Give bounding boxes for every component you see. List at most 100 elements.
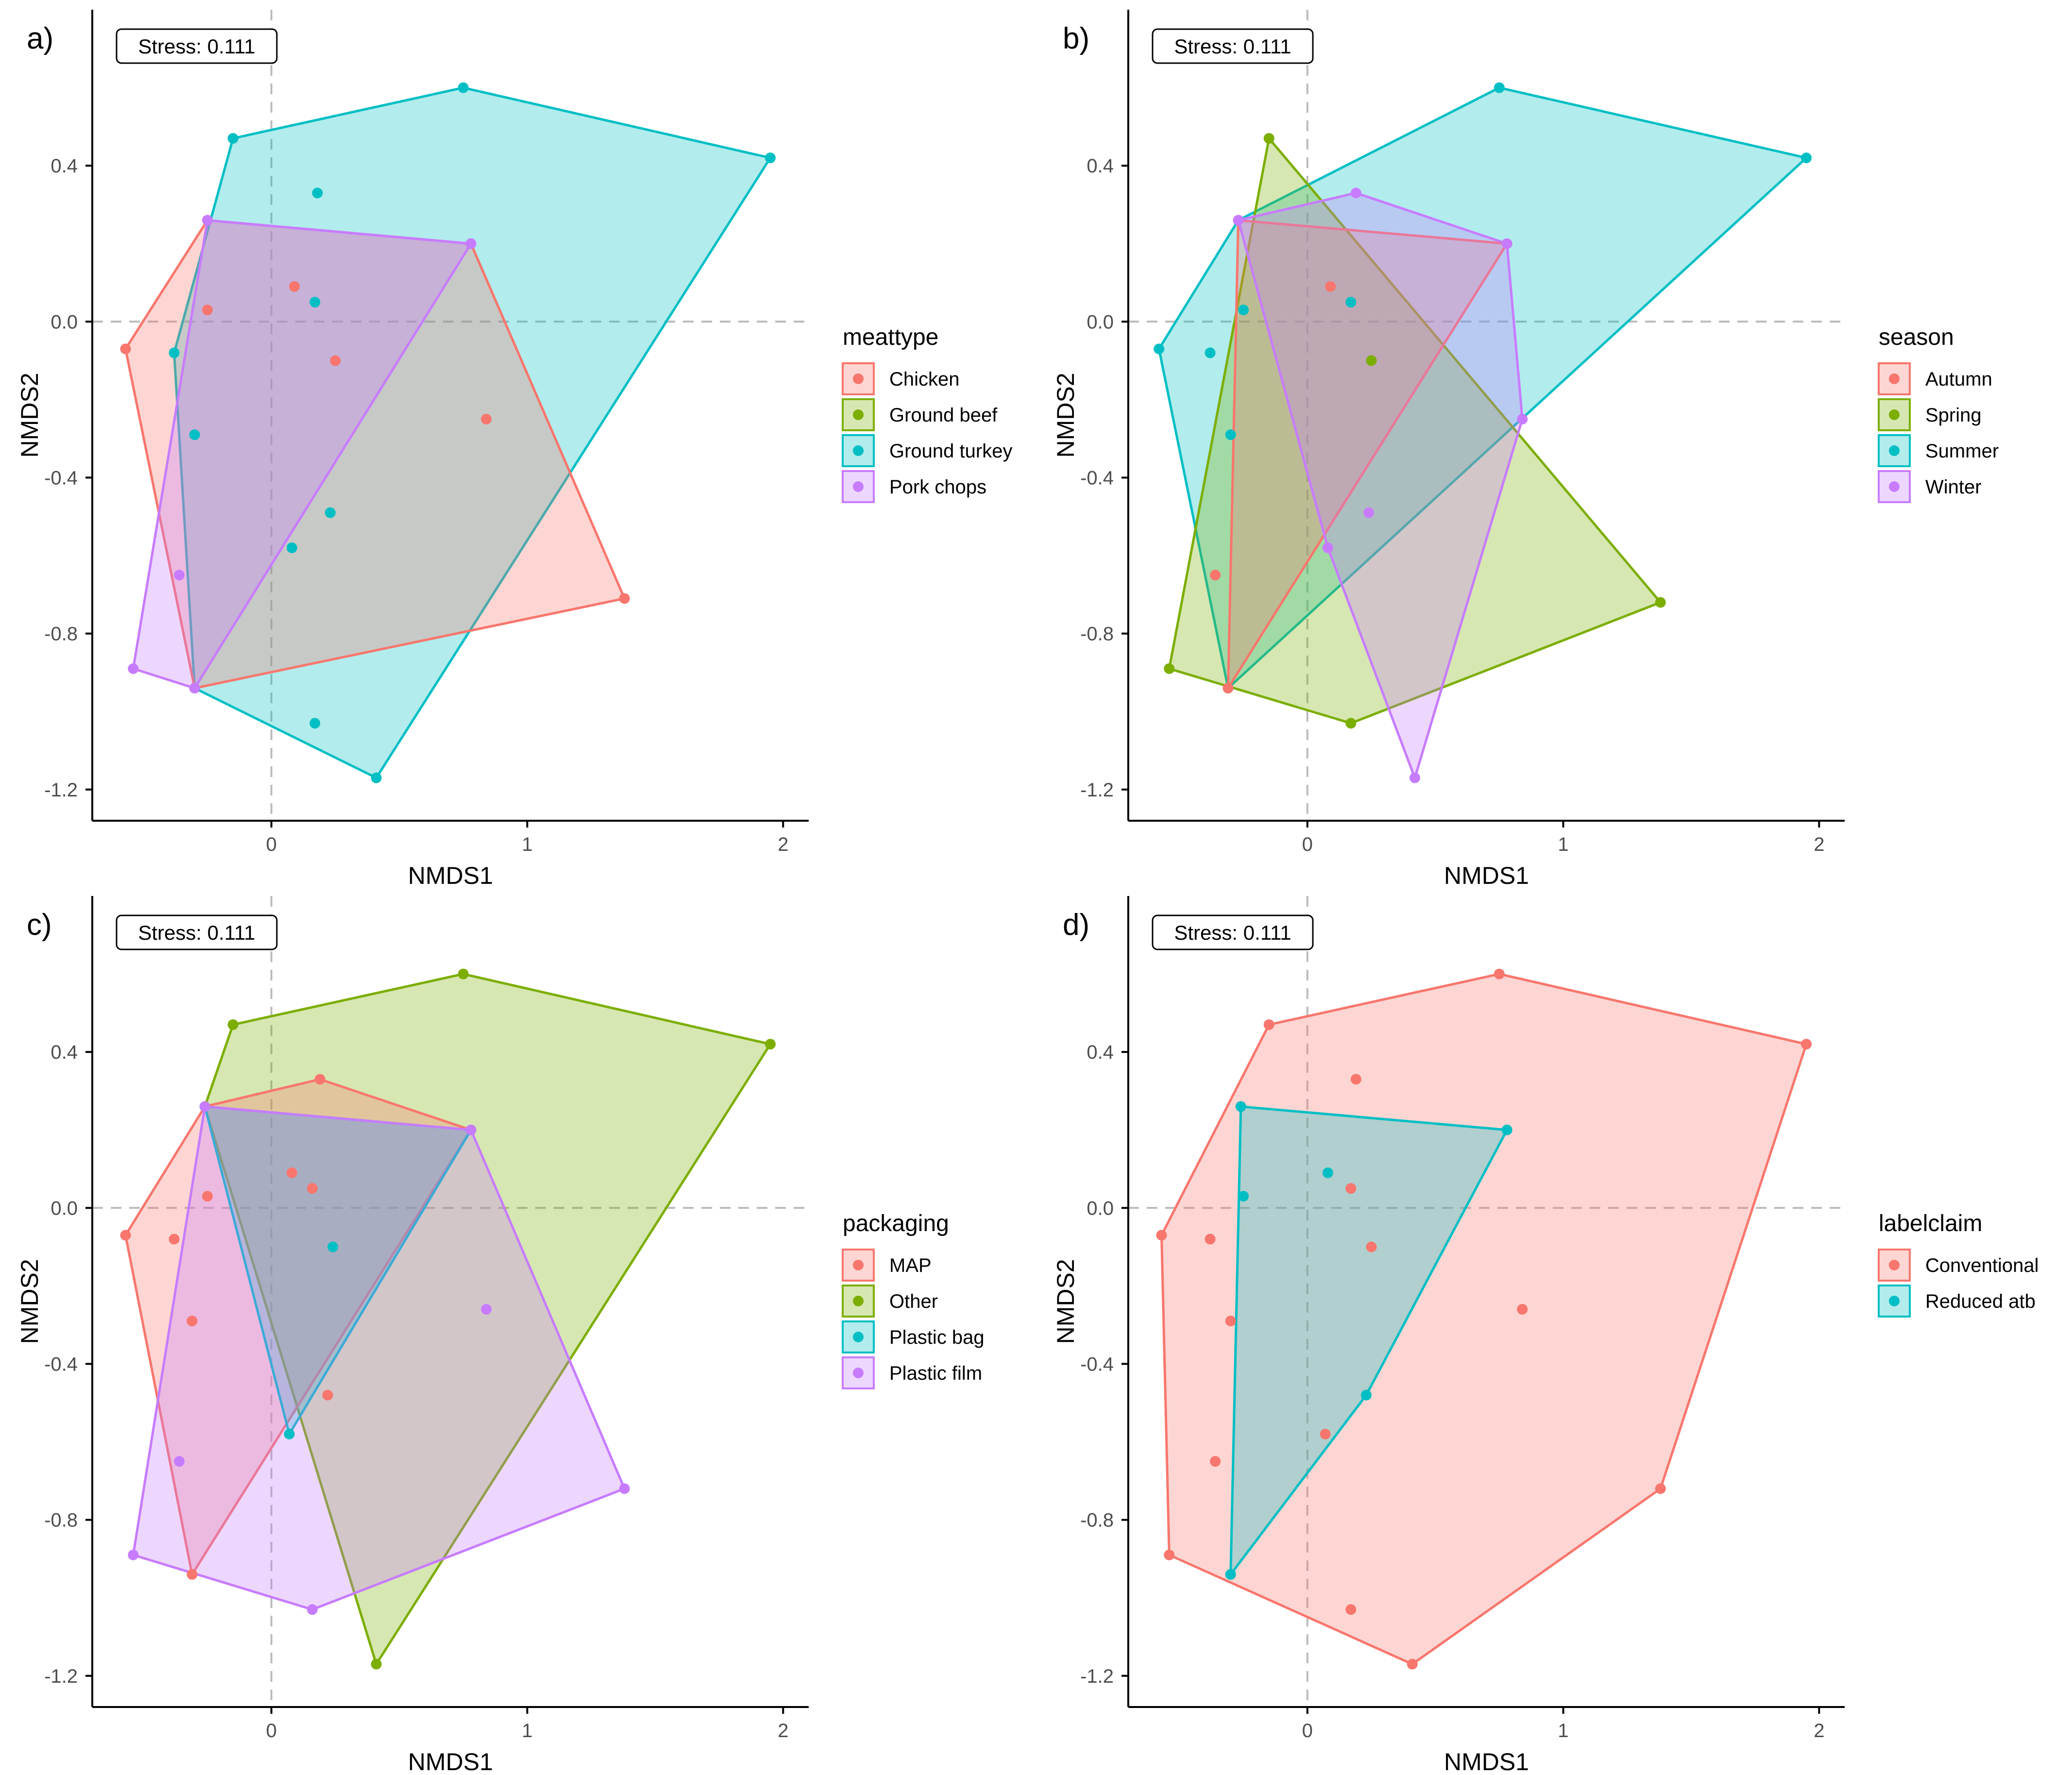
- point-conventional: [1366, 1241, 1377, 1252]
- x-axis-title: NMDS1: [1444, 1748, 1529, 1773]
- y-tick-label: -0.4: [1080, 1353, 1114, 1375]
- point-map: [307, 1183, 318, 1194]
- hull-chicken: [124, 219, 626, 690]
- legend-key-dot: [853, 1332, 864, 1342]
- point-ground-turkey: [309, 718, 321, 729]
- x-tick-label: 1: [1558, 1720, 1568, 1741]
- point-conventional: [1517, 1304, 1528, 1315]
- point-other: [764, 1039, 776, 1050]
- x-tick-label: 1: [1558, 834, 1568, 855]
- legend-label: Spring: [1925, 405, 1982, 426]
- point-summer: [1800, 152, 1812, 164]
- y-tick-label: -0.4: [44, 467, 78, 489]
- y-tick-label: -0.8: [1080, 1510, 1114, 1531]
- hull-plastic-film: [132, 1105, 626, 1611]
- hull-other: [204, 973, 772, 1666]
- point-map: [202, 1191, 213, 1202]
- legend-key-dot: [853, 1368, 864, 1378]
- point-summer: [1494, 82, 1505, 93]
- legend-key-dot: [1889, 1260, 1900, 1270]
- x-tick-label: 1: [522, 1720, 532, 1741]
- point-plastic-film: [199, 1101, 210, 1112]
- legend-key-dot: [853, 445, 864, 456]
- y-tick-label: -0.4: [44, 1353, 78, 1375]
- point-winter: [1233, 215, 1244, 226]
- legend-key-dot: [1889, 445, 1900, 456]
- point-summer: [1345, 297, 1357, 308]
- point-plastic-film: [619, 1483, 630, 1494]
- legend-title: season: [1879, 324, 1954, 350]
- y-tick-label: 0.0: [51, 311, 78, 333]
- x-tick-label: 0: [1302, 1720, 1313, 1741]
- legend-label: Autumn: [1925, 369, 1992, 390]
- legend-label: Pork chops: [889, 476, 986, 498]
- point-conventional: [1263, 1019, 1274, 1030]
- y-tick-label: -1.2: [1080, 1666, 1114, 1687]
- y-axis-title: NMDS2: [1052, 1259, 1079, 1344]
- legend-key-dot: [853, 409, 864, 420]
- point-plastic-film: [128, 1549, 139, 1560]
- legend-key-dot: [853, 1260, 864, 1270]
- legend-entry: Autumn: [1878, 362, 1992, 395]
- legend-key: [842, 1320, 875, 1353]
- legend-key-dot: [853, 373, 864, 384]
- y-tick-label: 0.4: [1087, 1042, 1114, 1063]
- point-chicken: [330, 355, 341, 366]
- point-winter: [1410, 772, 1420, 783]
- point-ground-turkey: [458, 82, 469, 93]
- point-ground-turkey: [227, 133, 238, 144]
- point-plastic-film: [481, 1304, 492, 1315]
- y-tick-label: 0.0: [1087, 1198, 1114, 1219]
- chart-svg: 0.4 0.0 -0.4 -0.8 -1.2 0 1 2 NMDS1 NMDS2 a) Stress:…: [16, 10, 1012, 889]
- legend-label: Winter: [1925, 476, 1982, 498]
- chart-svg: 0.4 0.0 -0.4 -0.8 -1.2 0 1 2 NMDS1 NMDS2 c) Stress:…: [16, 896, 985, 1775]
- legend-key-dot: [853, 1296, 864, 1306]
- point-chicken: [619, 593, 630, 604]
- legend-entry: Summer: [1878, 434, 1999, 467]
- legend: labelclaim Conventional Reduced atb: [1878, 1211, 2039, 1318]
- point-pork-chops: [202, 215, 213, 226]
- point-conventional: [1655, 1483, 1666, 1494]
- point-ground-turkey: [371, 772, 382, 783]
- stress-box: [116, 28, 278, 64]
- point-spring: [1345, 718, 1357, 729]
- legend-label: Plastic bag: [889, 1327, 985, 1348]
- stress-text: Stress: 0.111: [138, 921, 255, 944]
- legend-key-dot: [1889, 373, 1900, 384]
- panel-c: 0.4 0.0 -0.4 -0.8 -1.2 0 1 2 NMDS1 NMDS2 c) Stress:…: [0, 886, 1036, 1775]
- legend-key-dot: [1889, 481, 1900, 492]
- legend-label: Conventional: [1925, 1255, 2039, 1276]
- point-chicken: [202, 304, 213, 316]
- point-reduced-atb: [1501, 1124, 1512, 1135]
- point-conventional: [1205, 1234, 1216, 1245]
- point-conventional: [1800, 1039, 1812, 1050]
- point-map: [120, 1230, 131, 1241]
- y-tick-label: -1.2: [44, 1666, 78, 1687]
- y-tick-label: -1.2: [44, 779, 78, 801]
- point-autumn: [1210, 570, 1221, 581]
- x-tick-label: 2: [778, 834, 788, 855]
- point-map: [187, 1316, 198, 1327]
- point-autumn: [1223, 683, 1234, 694]
- point-plastic-film: [307, 1604, 318, 1615]
- point-spring: [1164, 663, 1175, 674]
- y-tick-label: -0.8: [44, 1510, 78, 1531]
- y-tick-label: -1.2: [1080, 779, 1114, 801]
- stress-box: [116, 914, 278, 950]
- hull-conventional: [1160, 973, 1808, 1666]
- point-map: [314, 1074, 325, 1085]
- point-summer: [1225, 429, 1236, 440]
- stress-annotation: Stress: 0.111: [1152, 914, 1314, 950]
- point-reduced-atb: [1235, 1101, 1246, 1112]
- y-tick-label: 0.4: [51, 155, 78, 177]
- legend-entry: Plastic bag: [842, 1320, 985, 1353]
- point-pork-chops: [189, 683, 200, 694]
- legend: season Autumn Spring Summer Winter: [1878, 324, 1999, 503]
- chart-svg: 0.4 0.0 -0.4 -0.8 -1.2 0 1 2 NMDS1 NMDS2 b) Stress:…: [1052, 10, 1999, 889]
- legend-entry: Chicken: [842, 362, 960, 395]
- point-reduced-atb: [1238, 1191, 1249, 1202]
- point-ground-turkey: [764, 152, 776, 164]
- legend-entry: Winter: [1878, 470, 1982, 503]
- point-ground-turkey: [309, 297, 321, 308]
- point-ground-turkey: [189, 429, 200, 440]
